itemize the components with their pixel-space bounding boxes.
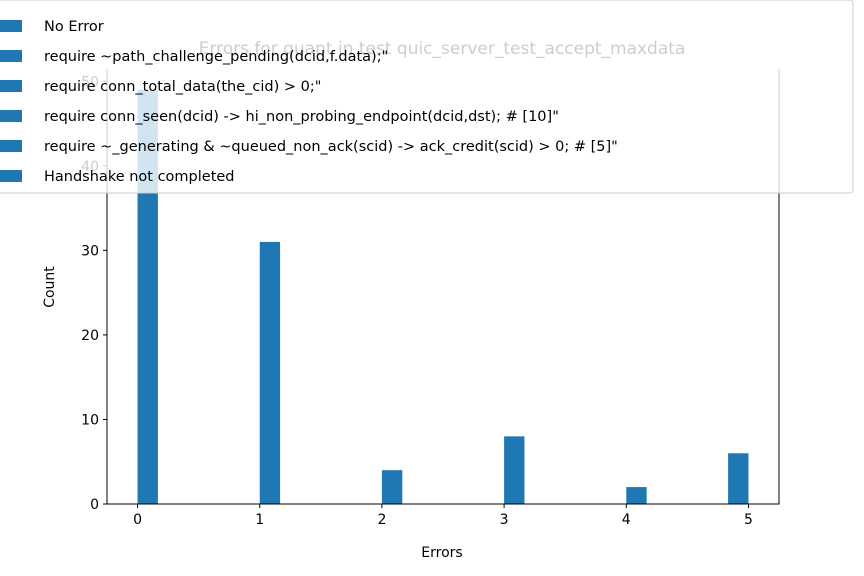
legend-box <box>0 0 854 194</box>
legend-label: require conn_total_data(the_cid) > 0;" <box>44 79 321 95</box>
y-tick-label: 0 <box>90 497 99 513</box>
bar <box>504 436 525 504</box>
legend-swatch <box>0 170 22 182</box>
x-tick-label: 3 <box>500 512 509 528</box>
axes-frame <box>106 69 780 505</box>
y-tick-label: 20 <box>81 328 99 344</box>
x-axis-label: Errors <box>421 545 462 561</box>
legend-swatch <box>0 80 22 92</box>
legend-label: require conn_seen(dcid) -> hi_non_probin… <box>44 109 559 125</box>
x-tick-label: 2 <box>377 512 386 528</box>
legend-label: require ~path_challenge_pending(dcid,f.d… <box>44 49 388 65</box>
bar <box>626 487 647 504</box>
legend-swatch <box>0 50 22 62</box>
x-tick-label: 4 <box>622 512 631 528</box>
x-tick-label: 1 <box>255 512 264 528</box>
legend-swatch <box>0 20 22 32</box>
x-tick-label: 0 <box>133 512 142 528</box>
legend-swatch <box>0 110 22 122</box>
legend-swatch <box>0 140 22 152</box>
legend-label: Handshake not completed <box>44 169 235 185</box>
legend-label: require ~_generating & ~queued_non_ack(s… <box>44 139 618 155</box>
bar <box>381 470 403 504</box>
bar <box>728 453 749 504</box>
legend-label: No Error <box>44 19 104 35</box>
y-tick-label: 30 <box>81 243 99 259</box>
y-tick-label: 10 <box>81 412 99 428</box>
y-axis-label: Count <box>42 266 58 308</box>
x-tick-label: 5 <box>744 512 753 528</box>
bar <box>259 241 281 504</box>
